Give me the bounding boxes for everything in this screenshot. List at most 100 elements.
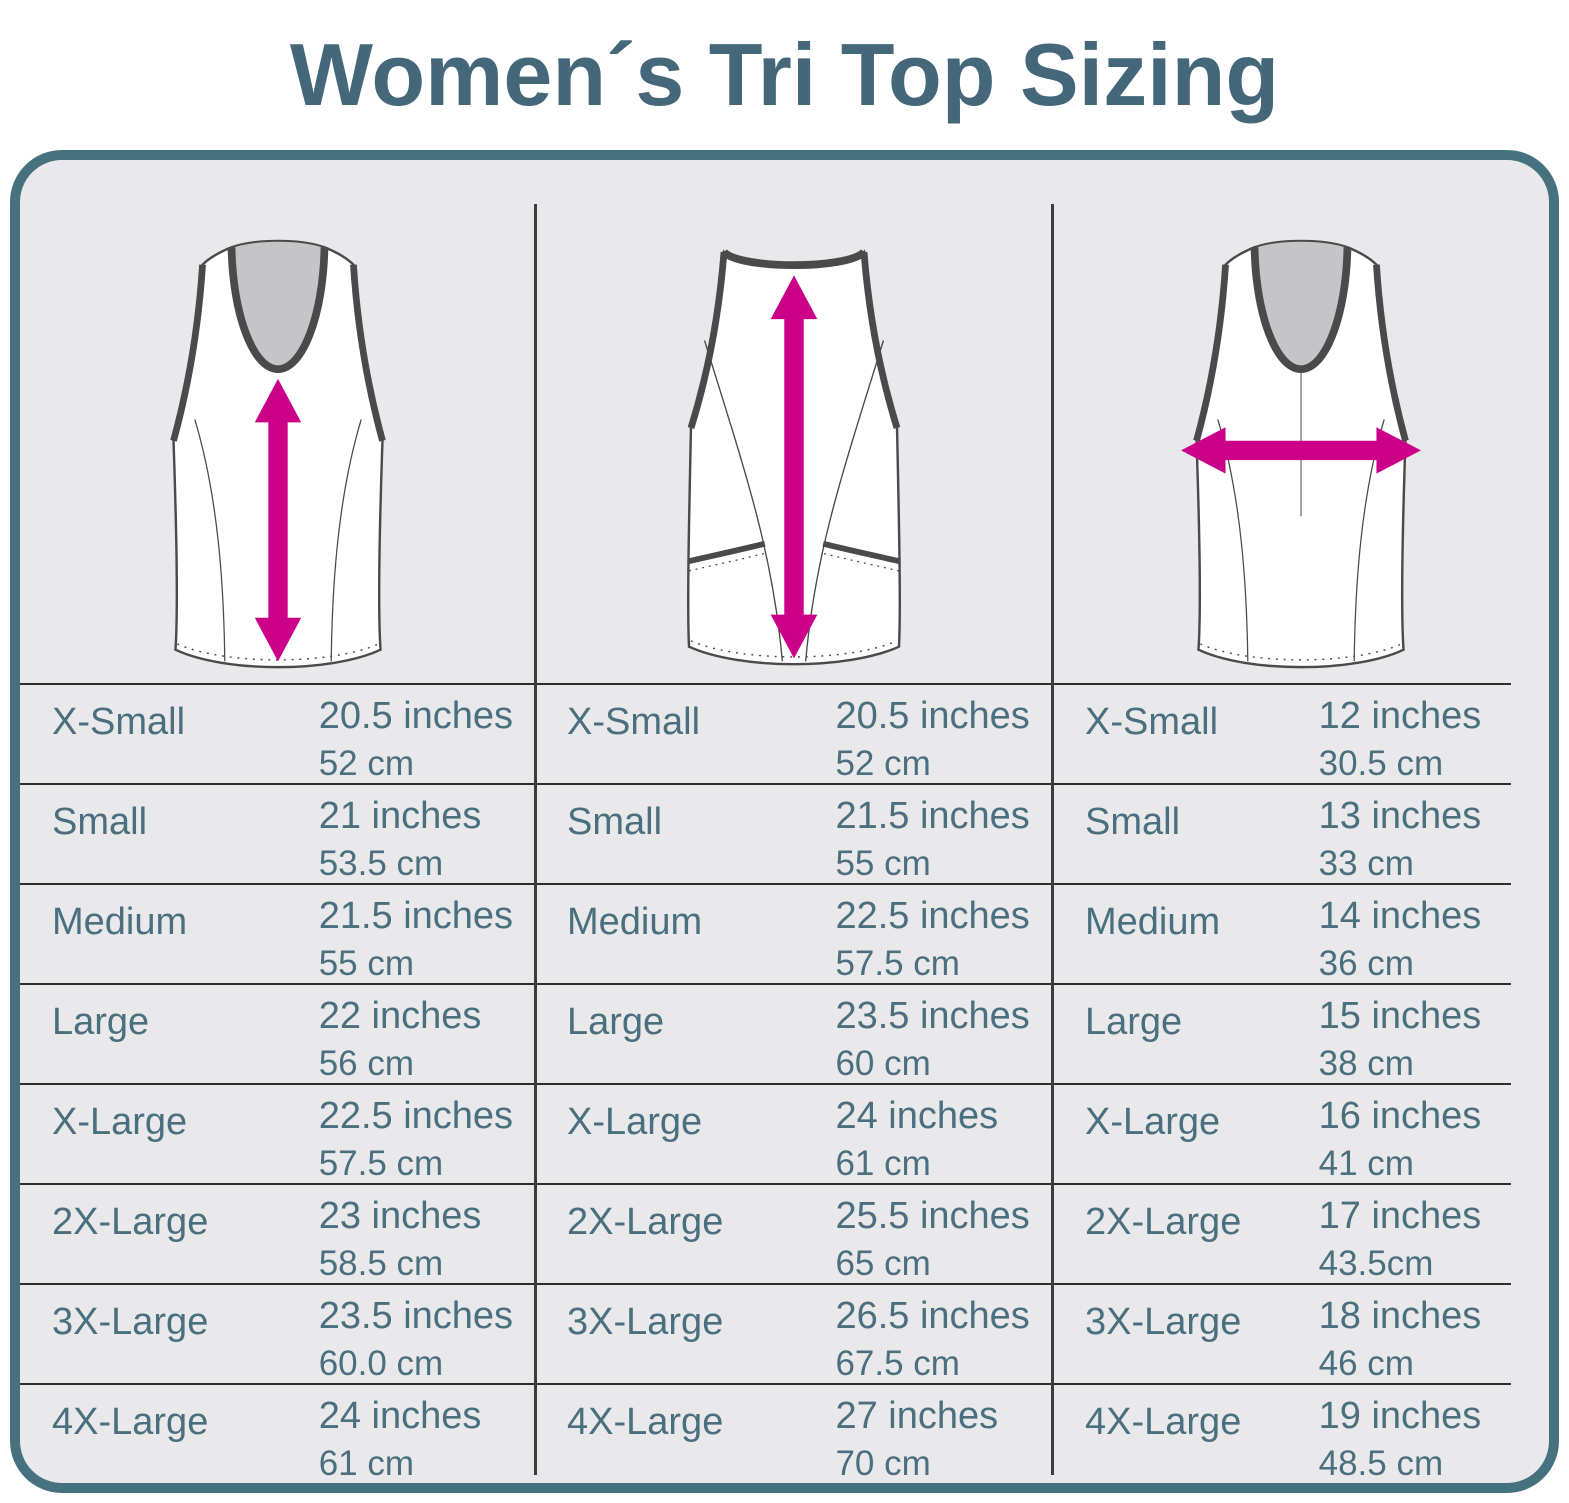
measurement-inches: 21 inches bbox=[318, 795, 482, 837]
size-row: Medium 21.5 inches 55 cm bbox=[20, 883, 535, 983]
size-row: 4X-Large 19 inches 48.5 cm bbox=[1053, 1383, 1511, 1483]
measurement-inches: 18 inches bbox=[1318, 1295, 1482, 1337]
measurement-cm: 36 cm bbox=[1318, 944, 1414, 983]
measurement-cm: 52 cm bbox=[318, 744, 414, 783]
size-label: Medium bbox=[1085, 901, 1221, 943]
size-row: X-Large 24 inches 61 cm bbox=[535, 1083, 1053, 1183]
size-row: X-Small 20.5 inches 52 cm bbox=[535, 683, 1053, 783]
measurement-cm: 30.5 cm bbox=[1318, 744, 1444, 783]
measurement-inches: 20.5 inches bbox=[318, 695, 514, 737]
size-row: X-Large 22.5 inches 57.5 cm bbox=[20, 1083, 535, 1183]
measurement-cm: 33 cm bbox=[1318, 844, 1414, 883]
size-label: X-Large bbox=[1085, 1101, 1221, 1143]
measurement-cm: 61 cm bbox=[835, 1144, 931, 1183]
measurement-cm: 38 cm bbox=[1318, 1044, 1414, 1083]
size-label: 2X-Large bbox=[1085, 1201, 1242, 1243]
size-label: Small bbox=[52, 801, 148, 843]
measurement-inches: 12 inches bbox=[1318, 695, 1482, 737]
column-divider bbox=[534, 204, 537, 1475]
measurement-inches: 25.5 inches bbox=[835, 1195, 1030, 1237]
measurement-cm: 52 cm bbox=[835, 744, 931, 783]
back-length-measurement-arrow-icon bbox=[770, 275, 818, 659]
size-row: Large 22 inches 56 cm bbox=[20, 983, 535, 1083]
size-row: Small 21.5 inches 55 cm bbox=[535, 783, 1053, 883]
size-label: Large bbox=[1085, 1001, 1183, 1043]
measurement-cm: 70 cm bbox=[835, 1444, 931, 1483]
size-label: 3X-Large bbox=[1085, 1301, 1242, 1343]
size-row: Large 15 inches 38 cm bbox=[1053, 983, 1511, 1083]
measurement-cm: 58.5 cm bbox=[318, 1244, 444, 1283]
measurement-inches: 16 inches bbox=[1318, 1095, 1482, 1137]
size-row: 4X-Large 27 inches 70 cm bbox=[535, 1383, 1053, 1483]
size-row: 2X-Large 23 inches 58.5 cm bbox=[20, 1183, 535, 1283]
column-chest-width: X-Small 12 inches 30.5 cm Small 13 inches… bbox=[1053, 160, 1549, 1483]
measurement-cm: 41 cm bbox=[1318, 1144, 1414, 1183]
size-row: 3X-Large 26.5 inches 67.5 cm bbox=[535, 1283, 1053, 1383]
sizing-panel: X-Small 20.5 inches 52 cm Small 21 inches… bbox=[10, 150, 1559, 1493]
size-label: Small bbox=[1085, 801, 1181, 843]
size-row: X-Small 12 inches 30.5 cm bbox=[1053, 683, 1511, 783]
size-label: 3X-Large bbox=[567, 1301, 724, 1343]
measurement-cm: 43.5cm bbox=[1318, 1244, 1434, 1283]
column-back-length: X-Small 20.5 inches 52 cm Small 21.5 inch… bbox=[535, 160, 1053, 1483]
size-label: Large bbox=[52, 1001, 150, 1043]
size-row: Medium 22.5 inches 57.5 cm bbox=[535, 883, 1053, 983]
measurement-cm: 57.5 cm bbox=[835, 944, 960, 983]
tri-top-chest-illustration bbox=[1053, 160, 1549, 683]
size-label: X-Large bbox=[52, 1101, 188, 1143]
measurement-inches: 20.5 inches bbox=[835, 695, 1030, 737]
tri-top-front-view bbox=[169, 239, 386, 669]
measurement-cm: 67.5 cm bbox=[835, 1344, 960, 1383]
front-length-measurement-arrow-icon bbox=[254, 378, 301, 662]
measurement-inches: 13 inches bbox=[1318, 795, 1482, 837]
size-row: 2X-Large 17 inches 43.5cm bbox=[1053, 1183, 1511, 1283]
size-label: X-Small bbox=[567, 701, 701, 743]
size-label: X-Small bbox=[52, 701, 186, 743]
size-row: Small 21 inches 53.5 cm bbox=[20, 783, 535, 883]
size-row: X-Large 16 inches 41 cm bbox=[1053, 1083, 1511, 1183]
size-label: 3X-Large bbox=[52, 1301, 209, 1343]
measurement-cm: 60 cm bbox=[835, 1044, 931, 1083]
measurement-inches: 14 inches bbox=[1318, 895, 1482, 937]
measurement-cm: 60.0 cm bbox=[318, 1344, 444, 1383]
measurement-inches: 23 inches bbox=[318, 1195, 482, 1237]
tri-top-back-view bbox=[687, 248, 901, 666]
size-row: 2X-Large 25.5 inches 65 cm bbox=[535, 1183, 1053, 1283]
measurement-inches: 21.5 inches bbox=[835, 795, 1030, 837]
measurement-cm: 48.5 cm bbox=[1318, 1444, 1444, 1483]
measurement-inches: 23.5 inches bbox=[835, 995, 1030, 1037]
measurement-cm: 53.5 cm bbox=[318, 844, 444, 883]
size-label: X-Large bbox=[567, 1101, 703, 1143]
size-label: X-Small bbox=[1085, 701, 1219, 743]
size-row: 3X-Large 23.5 inches 60.0 cm bbox=[20, 1283, 535, 1383]
measurement-inches: 17 inches bbox=[1318, 1195, 1482, 1237]
size-row: 4X-Large 24 inches 61 cm bbox=[20, 1383, 535, 1483]
measurement-cm: 57.5 cm bbox=[318, 1144, 444, 1183]
size-label: Small bbox=[567, 801, 663, 843]
measurement-cm: 65 cm bbox=[835, 1244, 931, 1283]
size-label: Medium bbox=[52, 901, 188, 943]
column-divider bbox=[1051, 204, 1054, 1475]
tri-top-back-illustration bbox=[535, 160, 1053, 683]
size-label: Medium bbox=[567, 901, 703, 943]
size-label: 2X-Large bbox=[567, 1201, 724, 1243]
measurement-inches: 26.5 inches bbox=[835, 1295, 1030, 1337]
measurement-inches: 24 inches bbox=[835, 1095, 999, 1137]
measurement-cm: 56 cm bbox=[318, 1044, 414, 1083]
size-label: Large bbox=[567, 1001, 665, 1043]
page-title: Women´s Tri Top Sizing bbox=[289, 25, 1280, 124]
chest-width-measurement-arrow-icon bbox=[1181, 427, 1421, 474]
measurement-cm: 61 cm bbox=[318, 1444, 414, 1483]
measurement-inches: 22 inches bbox=[318, 995, 482, 1037]
column-front-length: X-Small 20.5 inches 52 cm Small 21 inches… bbox=[20, 160, 535, 1483]
measurement-cm: 55 cm bbox=[835, 844, 931, 883]
size-label: 4X-Large bbox=[52, 1401, 209, 1443]
measurement-inches: 19 inches bbox=[1318, 1395, 1482, 1437]
measurement-inches: 22.5 inches bbox=[835, 895, 1030, 937]
measurement-inches: 21.5 inches bbox=[318, 895, 514, 937]
size-row: Large 23.5 inches 60 cm bbox=[535, 983, 1053, 1083]
size-row: 3X-Large 18 inches 46 cm bbox=[1053, 1283, 1511, 1383]
measurement-inches: 27 inches bbox=[835, 1395, 999, 1437]
size-label: 2X-Large bbox=[52, 1201, 209, 1243]
size-row: Small 13 inches 33 cm bbox=[1053, 783, 1511, 883]
